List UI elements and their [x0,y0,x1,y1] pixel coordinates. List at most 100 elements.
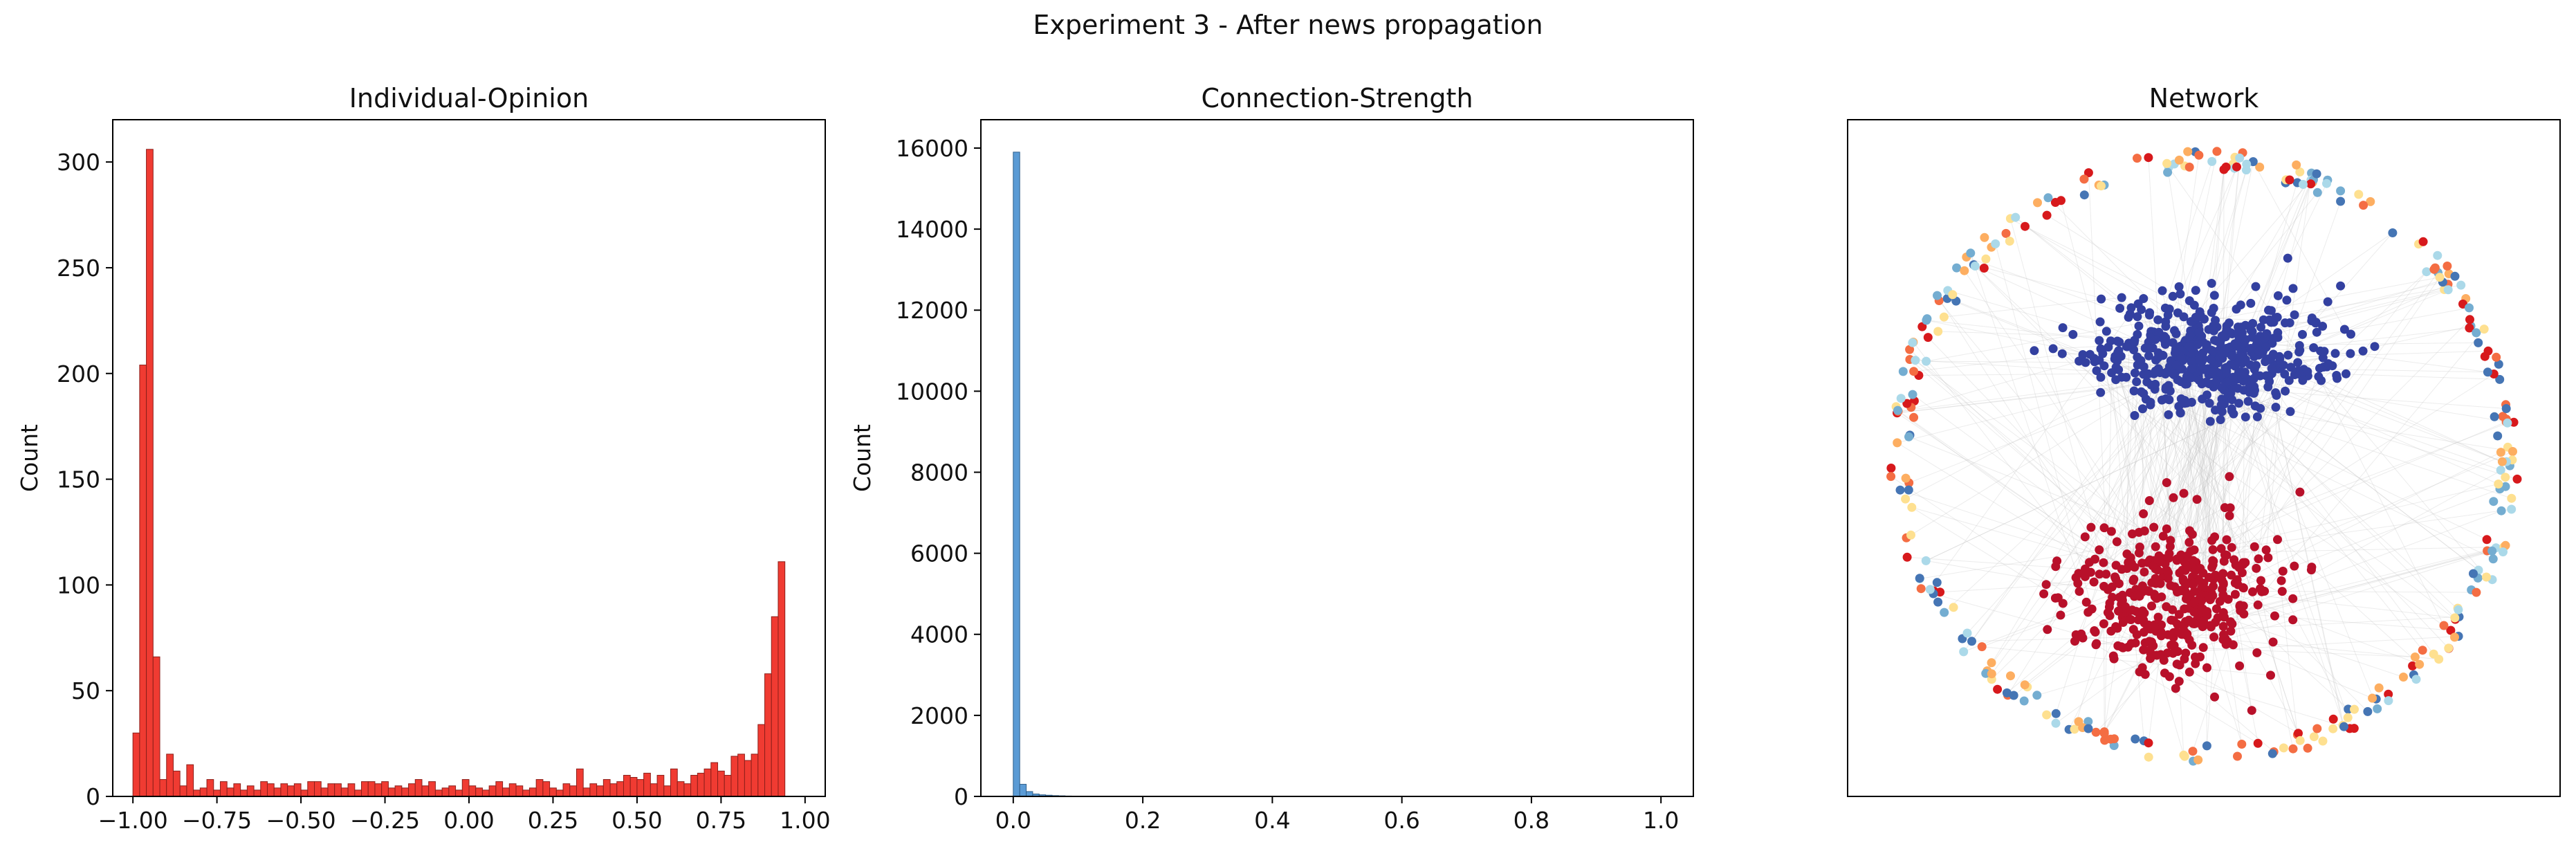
network-node [2490,412,2499,421]
network-node [2246,299,2255,308]
histogram-bar [395,786,402,796]
network-node [1959,647,1968,656]
network-node [2290,562,2299,571]
network-node [2173,620,2182,629]
network-node [2238,568,2247,577]
network-node [2227,571,2236,580]
network-node [1949,603,1958,612]
histogram-bar [241,790,248,796]
histogram-bar [671,769,678,796]
network-node [2489,554,2498,563]
y-tick-label: 50 [71,677,100,704]
network-node [2124,313,2133,322]
network-node [2153,316,2162,325]
network-node [2207,355,2216,364]
network-node [2122,549,2131,558]
network-node [1933,598,1942,607]
histogram-bar [563,784,570,796]
network-node [2346,349,2355,358]
network-node [2196,564,2205,573]
network-node [2185,342,2194,351]
network-node [2021,680,2030,689]
network-node [2187,398,2196,407]
network-edge [1947,298,2094,358]
network-node [2165,672,2174,681]
histogram-bar [738,754,745,796]
x-tick-label: 0.4 [1254,807,1290,834]
network-node [2229,410,2238,419]
network-node [2324,298,2333,307]
network-node [2193,756,2202,765]
network-node [2295,341,2304,350]
network-node [1924,333,1933,342]
network-node [2184,538,2193,547]
network-node [2247,706,2256,715]
network-node [2074,717,2083,726]
network-node [2180,489,2189,498]
histogram-bar [294,784,301,796]
network-node [2418,646,2427,655]
network-node [2113,537,2122,546]
network-node [2399,673,2408,682]
network-node [2095,336,2104,345]
network-node [2086,568,2095,577]
axes-frame [981,120,1693,796]
network-node [1967,637,1976,646]
histogram-bar [704,769,711,796]
histogram-bar [288,786,295,796]
x-tick-label: −0.25 [350,807,420,834]
network-node [2248,319,2257,328]
network-node [2222,367,2231,376]
panel-title: Connection-Strength [1201,83,1473,113]
network-node [2131,411,2140,420]
network-node [2371,342,2380,351]
network-node [2173,647,2182,656]
network-node [2081,532,2090,541]
network-node [1886,464,1895,473]
network-node [2220,612,2229,621]
network-node [2152,594,2161,603]
network-node [2218,407,2227,416]
network-node [2450,632,2459,641]
network-node [2359,347,2368,356]
network-node [2090,578,2099,587]
network-node [2086,350,2095,359]
network-node [2252,282,2261,291]
histogram-bar [765,674,772,796]
network-node [2290,311,2299,320]
histogram-bar [281,784,288,796]
x-tick-label: 1.0 [1643,807,1679,834]
network-node [2095,545,2104,554]
network-node [2135,592,2144,601]
histogram-bar [691,775,698,796]
histogram-bar [261,782,268,796]
histogram-bar [368,782,375,796]
x-tick-label: −0.75 [182,807,252,834]
network-node [1903,553,1912,562]
network-node [2133,330,2142,339]
network-node [2113,624,2122,633]
histogram-bar [173,771,180,796]
network-node [2194,328,2203,337]
network-node [2412,675,2421,684]
network-node [2109,652,2118,661]
network-node [2275,352,2284,361]
histogram-bar [348,784,355,796]
network-node [2097,373,2106,382]
histogram-bar [1020,784,1026,796]
network-node [2319,737,2328,746]
network-node [2191,286,2200,295]
network-node [2269,637,2278,646]
network-node [2255,347,2264,356]
network-node [2177,394,2186,403]
network-node [2009,691,2018,700]
network-node [2070,637,2079,646]
network-node [2496,448,2505,457]
x-tick-label: 0.6 [1383,807,1419,834]
network-node [2232,163,2241,172]
network-node [2256,322,2265,331]
network-node [2102,327,2111,336]
network-node [1893,406,1902,415]
histogram-bar [590,784,597,796]
